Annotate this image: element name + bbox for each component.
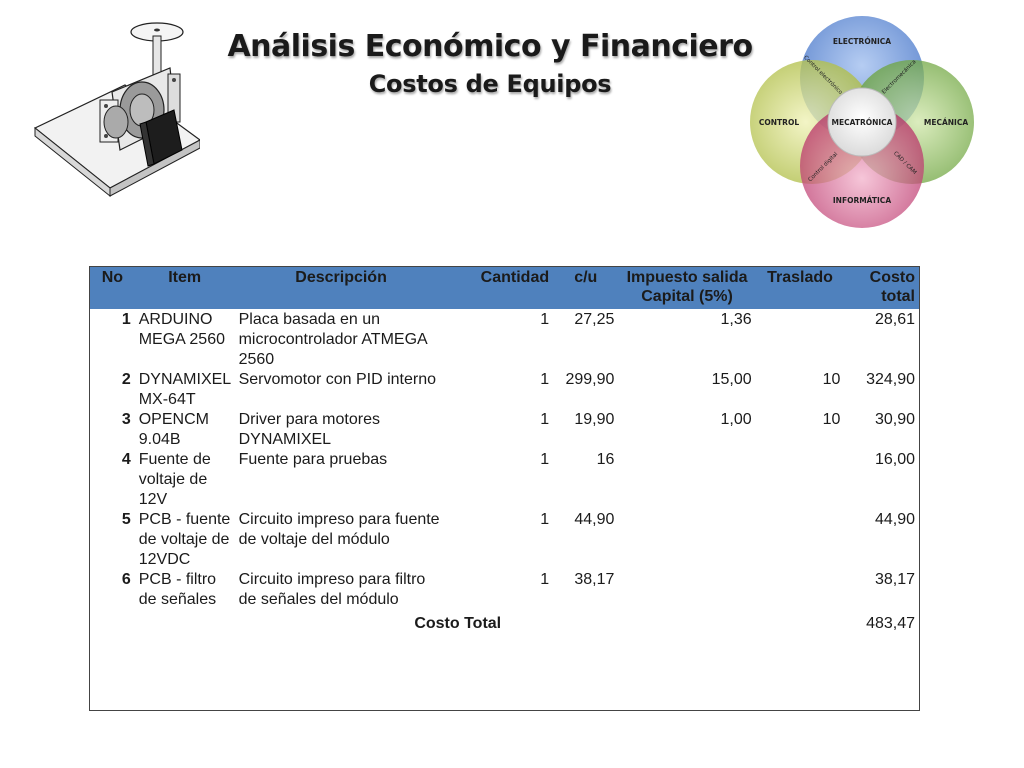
cell-shipping <box>756 309 845 370</box>
device-illustration <box>30 10 202 205</box>
cell-total-cost: 16,00 <box>874 451 915 468</box>
cell-quantity: 1 <box>540 311 550 328</box>
cell-no: 6 <box>121 571 131 588</box>
total-value: 483,47 <box>866 615 915 632</box>
cell-no: 1 <box>121 311 131 328</box>
page-title: Análisis Económico y Financiero <box>227 29 753 64</box>
venn-label-top: ELECTRÓNICA <box>833 37 891 46</box>
cell-shipping <box>756 450 845 510</box>
cell-item: Fuente de voltaje de 12V <box>138 451 211 508</box>
cell-total-cost: 44,90 <box>874 511 915 528</box>
cell-total-cost: 38,17 <box>874 571 915 588</box>
equipment-cost-table: No Item Descripción Cantidad c/u Impuest… <box>90 267 919 634</box>
cell-no: 4 <box>121 451 131 468</box>
cell-item: PCB - filtro de señales <box>138 571 217 608</box>
cell-item: DYNAMIXEL MX-64T <box>138 371 231 408</box>
cell-unit-price: 299,90 <box>565 371 615 388</box>
cell-unit-price: 27,25 <box>574 311 615 328</box>
col-header-total-cost: Costo total <box>869 269 915 305</box>
cell-description: Placa basada en un microcontrolador ATME… <box>238 311 427 368</box>
cell-description: Servomotor con PID interno <box>238 371 437 388</box>
cell-shipping <box>756 570 845 610</box>
col-header-unit-price: c/u <box>574 269 598 286</box>
cell-no: 5 <box>121 511 131 528</box>
cell-tax <box>618 450 755 510</box>
cell-total-cost: 28,61 <box>874 311 915 328</box>
cell-unit-price: 38,17 <box>574 571 615 588</box>
col-header-description: Descripción <box>295 269 387 286</box>
col-header-no: No <box>101 269 124 286</box>
cell-item: ARDUINO MEGA 2560 <box>138 311 225 348</box>
cell-description: Driver para motores DYNAMIXEL <box>238 411 380 448</box>
col-header-shipping: Traslado <box>767 269 833 286</box>
cell-description: Circuito impreso para fuente de voltaje … <box>238 511 440 548</box>
col-header-item: Item <box>168 269 202 286</box>
title-block: Análisis Económico y Financiero Costos d… <box>190 28 790 100</box>
cell-no: 2 <box>121 371 131 388</box>
venn-label-left: CONTROL <box>759 118 799 127</box>
cell-quantity: 1 <box>540 451 550 468</box>
table-header-row: No Item Descripción Cantidad c/u Impuest… <box>90 267 919 309</box>
cell-unit-price: 16 <box>596 451 615 468</box>
cell-quantity: 1 <box>540 371 550 388</box>
cell-quantity: 1 <box>540 511 550 528</box>
mechatronics-venn-diagram: ELECTRÓNICA CONTROL MECÁNICA INFORMÁTICA… <box>750 10 980 240</box>
venn-center-circle <box>827 87 897 157</box>
cell-total-cost: 324,90 <box>866 371 915 388</box>
cell-shipping <box>756 510 845 570</box>
cell-item: PCB - fuente de voltaje de 12VDC <box>138 511 231 568</box>
cell-quantity: 1 <box>540 571 550 588</box>
venn-label-right: MECÁNICA <box>924 118 968 127</box>
table-row: 3 OPENCM 9.04B Driver para motores DYNAMIX… <box>90 410 919 450</box>
table-row: 2 DYNAMIXEL MX-64T Servomotor con PID inte… <box>90 370 919 410</box>
table-row: 5 PCB - fuente de voltaje de 12VDC Circuit… <box>90 510 919 570</box>
table-total-row: Costo Total 483,47 <box>90 610 919 634</box>
cell-item: OPENCM 9.04B <box>138 411 209 448</box>
venn-label-bottom: INFORMÁTICA <box>833 196 891 205</box>
table-row: 6 PCB - filtro de señales Circuito impreso… <box>90 570 919 610</box>
cell-tax <box>618 570 755 610</box>
table-row: 1 ARDUINO MEGA 2560 Placa basada en un mic… <box>90 309 919 370</box>
table-row: 4 Fuente de voltaje de 12V Fuente para pru… <box>90 450 919 510</box>
venn-label-center: MECATRÓNICA <box>832 118 893 127</box>
cell-unit-price: 44,90 <box>574 511 615 528</box>
cell-unit-price: 19,90 <box>574 411 615 428</box>
cell-quantity: 1 <box>540 411 550 428</box>
cell-tax: 1,00 <box>720 411 752 428</box>
cell-tax: 15,00 <box>711 371 752 388</box>
cell-tax <box>618 510 755 570</box>
col-header-quantity: Cantidad <box>480 269 550 286</box>
total-label: Costo Total <box>414 615 502 632</box>
col-header-tax: Impuesto salida Capital (5%) <box>626 269 748 305</box>
cell-description: Fuente para pruebas <box>238 451 388 468</box>
cell-shipping: 10 <box>822 371 841 388</box>
cell-total-cost: 30,90 <box>874 411 915 428</box>
cell-no: 3 <box>121 411 131 428</box>
page-subtitle: Costos de Equipos <box>368 70 612 98</box>
cell-description: Circuito impreso para filtro de señales … <box>238 571 426 608</box>
cell-shipping: 10 <box>822 411 841 428</box>
cost-table-container: No Item Descripción Cantidad c/u Impuest… <box>89 266 920 711</box>
cell-tax: 1,36 <box>720 311 752 328</box>
